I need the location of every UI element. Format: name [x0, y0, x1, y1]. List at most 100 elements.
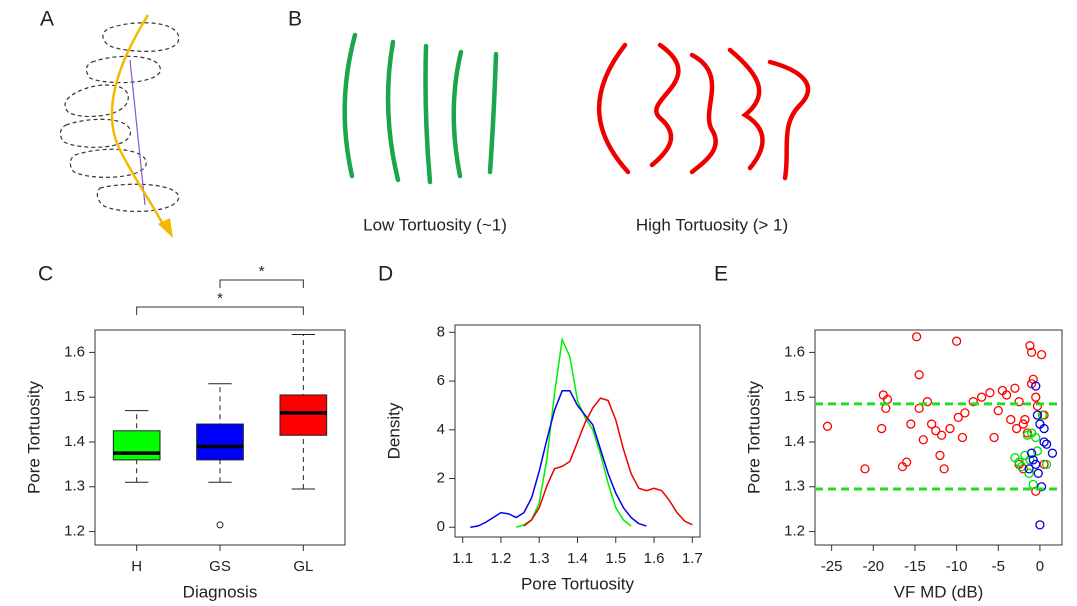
pore-diagram: [59, 22, 180, 212]
y-axis-label: Density: [384, 402, 403, 459]
point: [1025, 341, 1035, 351]
high-tortuosity-lines: [596, 42, 811, 181]
y-axis-label: Pore Tortuosity: [744, 380, 763, 494]
point: [1011, 423, 1022, 434]
curve: [767, 59, 811, 181]
point: [1024, 468, 1034, 478]
y-tick-label: 4: [437, 421, 445, 438]
point: [945, 423, 955, 434]
point: [976, 392, 987, 402]
x-tick-label: H: [131, 558, 142, 575]
low-tortuosity-lines: [342, 32, 499, 185]
point: [1039, 423, 1049, 434]
point: [922, 397, 933, 407]
point: [1031, 459, 1041, 470]
curve: [342, 32, 358, 179]
x-tick-label: -10: [946, 558, 968, 575]
x-axis-label: Pore Tortuosity: [521, 574, 635, 593]
y-tick-label: 1.2: [784, 523, 805, 540]
point: [1010, 383, 1020, 393]
pore-outline: [85, 55, 161, 84]
point: [926, 419, 937, 429]
box: [196, 423, 244, 461]
y-tick-label: 1.4: [784, 433, 805, 450]
curve: [727, 47, 765, 171]
x-tick-label: 1.7: [682, 550, 703, 567]
y-tick-label: 6: [437, 372, 445, 389]
y-tick-label: 1.2: [64, 523, 85, 540]
significance-label: *: [259, 263, 265, 280]
pore-outline: [102, 22, 180, 52]
panel-letters: A B C D E: [38, 8, 728, 286]
plot-frame: [814, 329, 1063, 546]
point: [1031, 392, 1041, 402]
point: [1035, 520, 1045, 530]
point: [993, 405, 1003, 416]
plot-frame: [454, 324, 701, 538]
panel-letter: B: [288, 8, 302, 31]
x-tick-label: 1.5: [605, 550, 626, 567]
point: [1018, 464, 1028, 474]
curve: [423, 43, 433, 185]
curve: [649, 42, 681, 168]
point: [1032, 401, 1043, 411]
point: [1032, 446, 1043, 456]
pore-outline: [64, 84, 129, 118]
straight-path: [129, 59, 146, 206]
significance-bracket: [136, 306, 304, 315]
caption: Low Tortuosity (~1): [363, 215, 507, 234]
significance-label: *: [217, 290, 223, 307]
point: [1024, 464, 1034, 474]
y-tick-label: 2: [437, 469, 445, 486]
point: [918, 435, 928, 445]
x-tick-label: -15: [904, 558, 926, 575]
panel-letter: C: [38, 263, 53, 286]
panel-letter: E: [714, 263, 728, 286]
point: [931, 426, 941, 436]
arrow-head: [158, 218, 173, 238]
outlier: [216, 521, 224, 529]
y-tick-label: 0: [437, 518, 445, 535]
y-tick-label: 8: [437, 323, 445, 340]
x-tick-label: GL: [293, 558, 313, 575]
x-axis-label: VF MD (dB): [894, 582, 984, 601]
curve: [689, 52, 718, 175]
pore-outline: [69, 148, 147, 178]
point: [1037, 410, 1048, 420]
density-line: [516, 336, 632, 528]
point: [939, 464, 949, 474]
y-tick-label: 1.5: [784, 388, 805, 405]
point: [901, 457, 912, 467]
point: [914, 370, 924, 380]
point: [953, 412, 963, 422]
point: [1041, 459, 1052, 470]
point: [1014, 457, 1024, 467]
point: [1041, 439, 1052, 449]
point: [876, 423, 887, 434]
point: [1028, 479, 1038, 490]
point: [1039, 437, 1049, 447]
y-tick-label: 1.3: [784, 478, 805, 495]
pore-outline: [96, 183, 180, 212]
point: [1033, 468, 1043, 478]
point: [914, 403, 924, 414]
curve: [385, 39, 401, 183]
point: [1026, 347, 1037, 358]
point: [822, 421, 833, 431]
box: [279, 394, 328, 436]
point: [951, 336, 962, 346]
point: [960, 408, 970, 418]
y-axis-label: Pore Tortuosity: [24, 380, 43, 494]
x-tick-label: -25: [821, 558, 843, 575]
x-tick-label: 1.6: [644, 550, 665, 567]
point: [1047, 448, 1058, 458]
pore-path: [110, 14, 167, 229]
x-tick-label: 0: [1036, 558, 1044, 575]
point: [1001, 390, 1012, 400]
point: [881, 403, 891, 414]
significance-bracket: [219, 279, 304, 288]
point: [985, 388, 995, 398]
point: [1032, 410, 1043, 420]
panel-letter: D: [378, 263, 393, 286]
